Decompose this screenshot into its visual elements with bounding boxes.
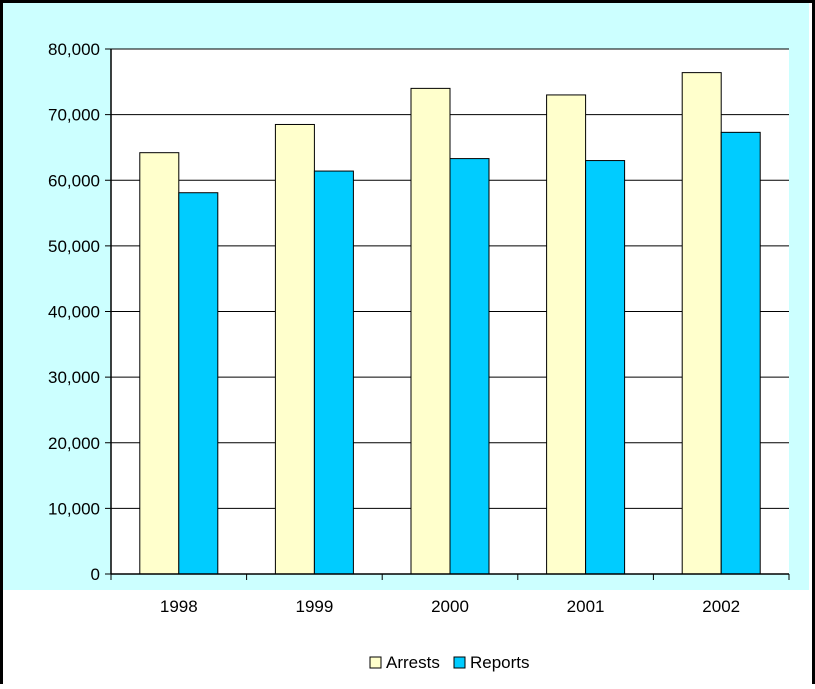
y-tick-label: 50,000 [48, 237, 100, 256]
y-tick-label: 60,000 [48, 171, 100, 190]
bar-arrests-2000 [410, 87, 451, 575]
bar-arrests-2002 [681, 72, 722, 575]
legend-band [3, 590, 812, 689]
bar-layer [139, 72, 761, 575]
x-tick-label: 1999 [295, 597, 333, 616]
y-tick-label: 70,000 [48, 106, 100, 125]
y-tick-label: 20,000 [48, 434, 100, 453]
bar-reports-1998 [178, 192, 219, 575]
bar-reports-2001 [585, 160, 626, 575]
y-tick-label: 80,000 [48, 40, 100, 59]
x-tick-label: 2001 [567, 597, 605, 616]
y-tick-label: 10,000 [48, 499, 100, 518]
bar-arrests-1998 [139, 152, 180, 575]
bar-reports-1999 [313, 170, 354, 575]
bar-arrests-1999 [274, 123, 315, 575]
legend-swatch-arrests [369, 656, 382, 669]
y-tick-label: 40,000 [48, 303, 100, 322]
legend-swatch-reports [453, 656, 466, 669]
x-tick-label: 2002 [702, 597, 740, 616]
bar-reports-2002 [720, 131, 761, 575]
y-tick-label: 0 [91, 565, 100, 584]
y-tick-label: 30,000 [48, 368, 100, 387]
axis-layer: 0 10,000 20,000 30,000 40,000 50,000 60,000 70,… [48, 40, 790, 616]
bar-reports-2000 [449, 158, 490, 575]
x-tick-label: 2000 [431, 597, 469, 616]
legend-label-reports: Reports [470, 653, 530, 672]
bar-arrests-2001 [546, 94, 587, 575]
x-tick-label: 1998 [160, 597, 198, 616]
legend: Arrests Reports [369, 653, 530, 672]
legend-label-arrests: Arrests [386, 653, 440, 672]
